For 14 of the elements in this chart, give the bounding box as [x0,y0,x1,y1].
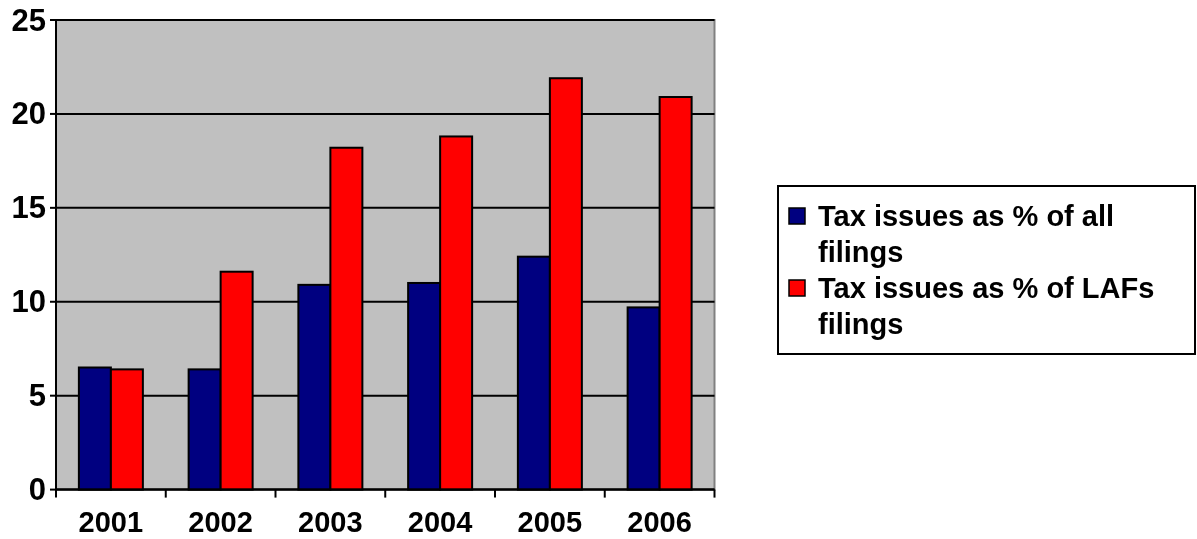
x-tick-label: 2001 [78,505,144,538]
x-tick-label: 2005 [517,505,583,538]
x-tick-label: 2002 [188,505,253,538]
y-tick-label: 0 [28,472,46,508]
legend-label: Tax issues as % of all filings [818,200,1115,268]
y-tick-label: 5 [28,378,46,414]
x-tick-label: 2006 [627,505,692,538]
y-tick-label: 20 [11,96,46,132]
x-tick-label: 2003 [298,505,363,538]
y-tick-label: 25 [11,2,46,38]
y-tick-label: 10 [11,284,46,320]
y-tick-label: 15 [11,190,46,226]
x-tick-label: 2004 [407,505,473,538]
legend-label: Tax issues as % of LAFs filings [818,272,1155,340]
